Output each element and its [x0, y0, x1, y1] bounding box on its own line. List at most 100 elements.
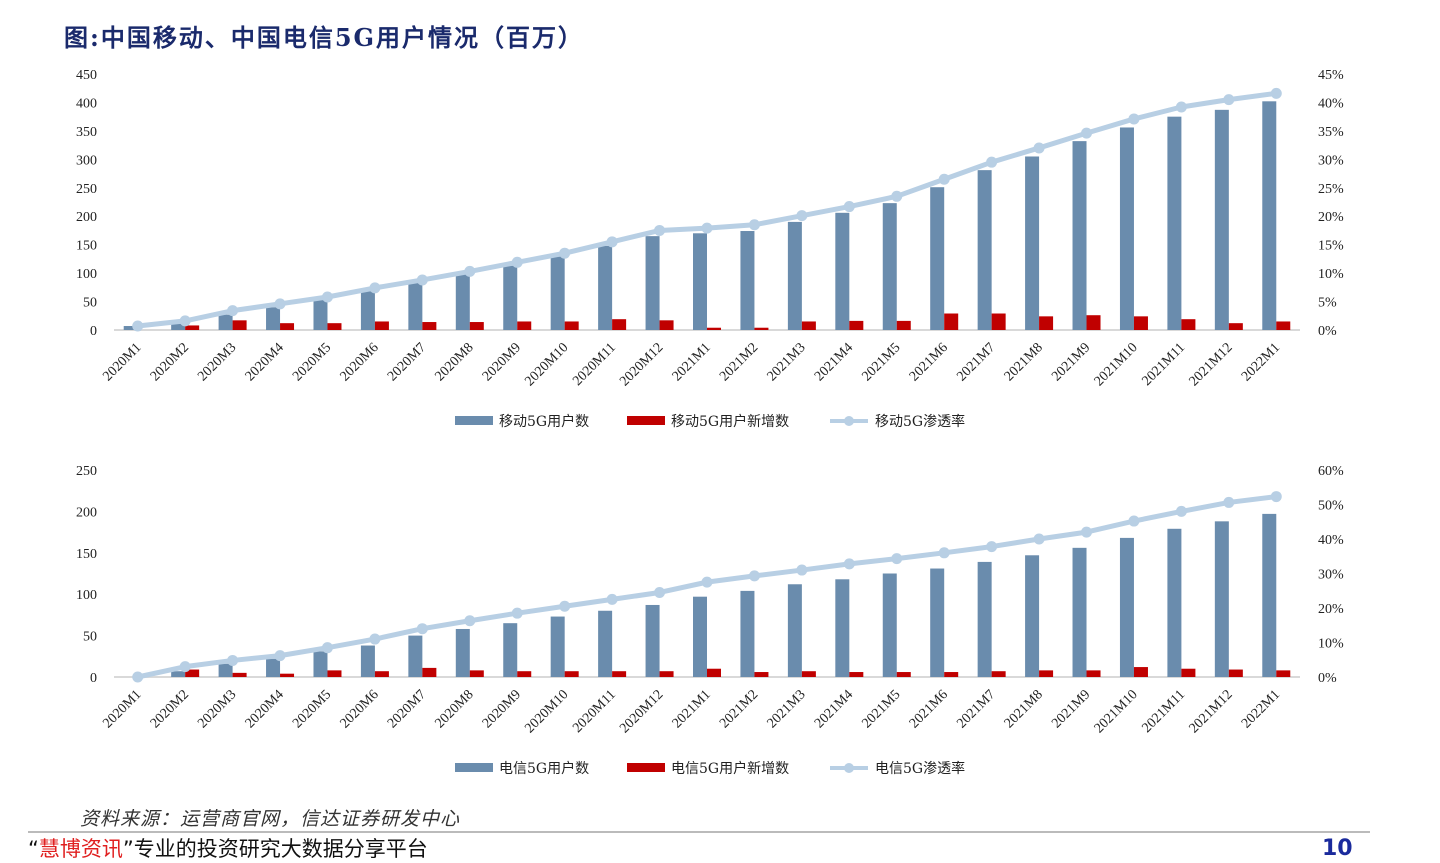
x-tick-label: 2021M10 [1092, 340, 1141, 389]
penetration-point [701, 222, 713, 234]
bar-new-users [1276, 670, 1291, 677]
bar-users [740, 590, 755, 677]
x-tick-label: 2022M1 [1239, 340, 1283, 384]
bar-users [835, 212, 850, 330]
bar-users [693, 596, 707, 677]
bar-new-users [232, 672, 247, 677]
y2-tick-label: 30% [1318, 153, 1344, 168]
penetration-point [321, 642, 333, 654]
china-mobile-5g-chart: 0 50 100 150 200 250 300 350 400 450 0% 5% 10% 15% 20%… [76, 68, 1344, 430]
penetration-point [321, 291, 333, 303]
x-tick-label: 2021M7 [954, 687, 998, 731]
bar-new-users [1181, 319, 1196, 330]
x-tick-label: 2020M11 [570, 340, 619, 389]
bar-users [1072, 141, 1087, 330]
bar-users [835, 579, 850, 677]
bar-new-users [991, 313, 1006, 330]
x-tick-label: 2021M4 [812, 687, 856, 731]
bar-new-users [1133, 667, 1148, 677]
bar-new-users [517, 671, 532, 677]
x-tick-label: 2020M2 [148, 340, 192, 384]
penetration-point [464, 265, 476, 277]
bar-new-users [896, 320, 911, 330]
x-tick-label: 2020M10 [522, 340, 571, 389]
x-tick-label: 2020M6 [338, 340, 382, 384]
bar-users [645, 604, 660, 677]
bar-users [693, 233, 707, 330]
y-tick-label: 150 [76, 239, 97, 254]
x-tick-label: 2020M8 [432, 340, 476, 384]
footer-tagline: “慧博资讯”专业的投资研究大数据分享平台 [28, 833, 428, 863]
penetration-point [1033, 142, 1045, 154]
x-tick-label: 2021M11 [1139, 687, 1188, 736]
bar-users [455, 274, 470, 330]
bar-users [930, 568, 945, 677]
bar-users [1214, 521, 1229, 677]
x-tick-label: 2020M3 [195, 687, 239, 731]
x-tick-label: 2020M12 [617, 340, 666, 389]
x-tick-label: 2021M5 [859, 340, 903, 384]
bar-new-users [944, 672, 959, 677]
penetration-point [1223, 496, 1235, 508]
penetration-point [986, 156, 998, 168]
penetration-point [843, 558, 855, 570]
y2-tick-label: 40% [1318, 96, 1344, 111]
y2-tick-label: 20% [1318, 210, 1344, 225]
y-tick-label: 350 [76, 125, 97, 140]
x-tick-label: 2021M7 [954, 340, 998, 384]
bar-users [266, 307, 281, 330]
bar-new-users [374, 671, 389, 677]
y2-tick-label: 40% [1318, 533, 1344, 548]
penetration-point [369, 633, 381, 645]
y-tick-label: 100 [76, 267, 97, 282]
bar-new-users [707, 668, 721, 677]
x-tick-label: 2021M5 [859, 687, 903, 731]
bar-users [550, 256, 565, 330]
bar-users [171, 671, 186, 677]
bar-users [455, 628, 470, 677]
bar-users [1072, 547, 1087, 677]
x-tick-label: 2021M8 [1002, 687, 1046, 731]
bar-users [598, 245, 613, 330]
penetration-point [274, 298, 286, 310]
penetration-point [986, 541, 998, 553]
x-tick-label: 2020M10 [522, 687, 571, 736]
y-tick-label: 50 [83, 296, 97, 311]
penetration-point [938, 547, 950, 559]
x-tick-label: 2020M1 [100, 340, 144, 384]
penetration-point [891, 190, 903, 202]
source-note: 资料来源：运营商官网，信达证券研发中心 [80, 808, 461, 830]
bar-users [977, 561, 992, 677]
bar-users [1167, 116, 1182, 331]
y-tick-label: 300 [76, 153, 97, 168]
bar-new-users [801, 321, 816, 330]
bar-new-users [1276, 321, 1291, 330]
y2-tick-label: 25% [1318, 182, 1344, 197]
penetration-point [654, 224, 666, 236]
bar-new-users [659, 320, 674, 330]
bar-new-users [1228, 323, 1243, 330]
bar-new-users [849, 672, 864, 677]
footer-divider [28, 831, 1370, 833]
bar-new-users [754, 327, 769, 330]
bar-users [123, 326, 138, 330]
bar-new-users [944, 313, 959, 330]
x-tick-label: 2021M12 [1187, 340, 1236, 389]
penetration-point [1081, 526, 1093, 538]
bar-users [503, 265, 518, 330]
bar-users [598, 610, 613, 677]
bar-users [408, 282, 423, 330]
penetration-point [559, 600, 571, 612]
penetration-point [1033, 533, 1045, 545]
bar-users [408, 635, 423, 677]
x-tick-label: 2022M1 [1239, 687, 1283, 731]
bar-users [313, 651, 328, 677]
y2-tick-label: 35% [1318, 125, 1344, 140]
bar-new-users [564, 321, 579, 330]
penetration-point [891, 553, 903, 565]
bar-new-users [517, 321, 532, 330]
penetration-point [796, 210, 808, 222]
bar-new-users [185, 669, 200, 677]
legend-label-users: 移动5G用户数 [499, 413, 589, 430]
bar-new-users [327, 323, 342, 330]
